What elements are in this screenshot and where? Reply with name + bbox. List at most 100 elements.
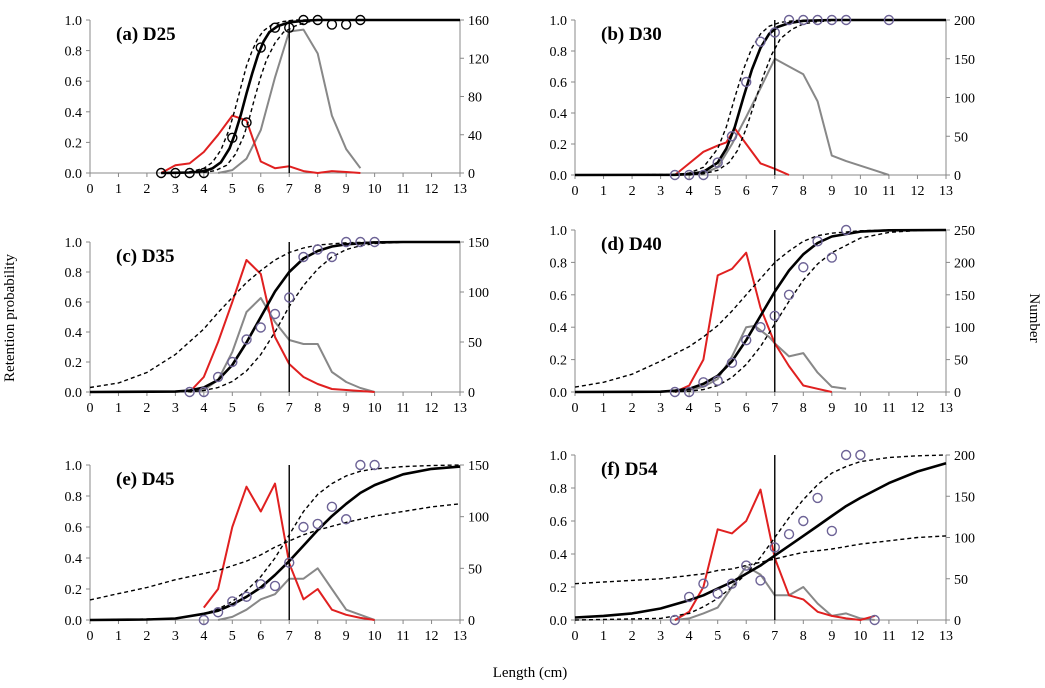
x-tick-label: 10	[368, 401, 382, 416]
y-tick-label-right: 0	[468, 614, 475, 629]
x-tick-label: 12	[910, 184, 924, 199]
x-tick-label: 11	[396, 182, 409, 197]
x-tick-label: 11	[882, 401, 895, 416]
y-tick-label-left: 1.0	[550, 224, 568, 239]
observed-point	[269, 580, 281, 592]
y-tick-label-left: 0.0	[65, 614, 83, 629]
observed-point	[883, 14, 895, 26]
x-tick-label: 9	[343, 629, 350, 644]
observed-point	[783, 529, 795, 540]
x-tick-label: 8	[314, 182, 321, 197]
gray-count-line	[189, 297, 375, 393]
observed-point	[355, 459, 366, 471]
ci-lower-line	[574, 19, 946, 176]
y-tick-label-right: 0	[468, 386, 475, 401]
x-tick-label: 11	[882, 184, 895, 199]
y-tick-label-right: 250	[954, 224, 975, 239]
y-tick-label-right: 80	[468, 91, 482, 106]
x-tick-label: 2	[629, 629, 636, 644]
x-tick-label: 10	[853, 629, 867, 644]
x-tick-label: 5	[714, 184, 721, 199]
x-tick-label: 12	[425, 182, 439, 197]
observed-point	[227, 132, 238, 144]
y-tick-label-left: 0.8	[65, 45, 83, 60]
x-tick-label: 6	[743, 184, 750, 199]
observed-point	[212, 607, 224, 618]
y-tick-label-left: 0.8	[550, 256, 568, 271]
panel-title: (e) D45	[116, 469, 175, 490]
x-tick-label: 3	[657, 401, 664, 416]
x-tick-label: 8	[800, 629, 807, 644]
observed-point	[340, 19, 352, 30]
x-tick-label: 0	[87, 182, 94, 197]
x-tick-label: 12	[425, 629, 439, 644]
observed-point	[312, 518, 323, 530]
y-tick-label-right: 100	[954, 321, 975, 336]
x-tick-label: 3	[172, 401, 179, 416]
y-tick-label-right: 150	[954, 53, 975, 68]
x-axis-label: Length (cm)	[493, 665, 568, 681]
x-tick-label: 11	[882, 629, 895, 644]
y-tick-label-left: 0.4	[550, 548, 568, 563]
x-tick-label: 3	[172, 629, 179, 644]
x-tick-label: 7	[771, 401, 778, 416]
y-tick-label-left: 0.6	[550, 76, 568, 91]
x-tick-label: 2	[629, 401, 636, 416]
y-tick-label-right: 150	[954, 289, 975, 304]
ci-upper-line	[89, 241, 460, 389]
observed-point	[255, 322, 266, 333]
y-tick-label-left: 0.2	[550, 354, 568, 369]
x-tick-label: 8	[800, 401, 807, 416]
x-tick-label: 8	[314, 629, 321, 644]
x-tick-label: 4	[200, 629, 207, 644]
y-tick-label-left: 0.4	[65, 552, 83, 567]
y-tick-label-left: 1.0	[65, 459, 83, 474]
observed-point	[340, 236, 352, 248]
x-tick-label: 4	[200, 182, 207, 197]
observed-point	[312, 14, 323, 26]
x-tick-label: 10	[368, 629, 382, 644]
panel-title: (c) D35	[116, 246, 175, 267]
y-tick-label-left: 0.8	[65, 266, 83, 281]
x-tick-label: 3	[172, 182, 179, 197]
observed-point	[669, 386, 681, 398]
observed-point	[284, 292, 295, 303]
observed-point	[741, 560, 752, 571]
observed-point	[241, 334, 252, 345]
observed-point	[155, 167, 167, 179]
observed-point	[284, 22, 295, 33]
observed-point	[769, 542, 780, 553]
y-tick-label-right: 150	[954, 490, 975, 505]
y-tick-label-right: 50	[468, 562, 482, 577]
x-tick-label: 5	[229, 182, 236, 197]
observed-point	[312, 244, 323, 255]
x-tick-label: 5	[714, 401, 721, 416]
x-tick-label: 13	[939, 184, 953, 199]
observed-point	[269, 22, 281, 33]
x-tick-label: 13	[939, 401, 953, 416]
observed-point	[198, 386, 210, 398]
y-tick-label-left: 0.6	[65, 521, 83, 536]
y-tick-label-right: 160	[468, 14, 489, 29]
x-tick-label: 9	[343, 401, 350, 416]
y-tick-label-right: 100	[954, 532, 975, 547]
ci-upper-line	[574, 454, 947, 621]
x-tick-label: 6	[743, 401, 750, 416]
y-tick-label-right: 100	[468, 511, 489, 526]
x-tick-label: 0	[572, 629, 579, 644]
observed-point	[812, 14, 823, 26]
observed-point	[855, 449, 866, 461]
x-tick-label: 12	[910, 401, 924, 416]
y-tick-label-right: 150	[468, 459, 489, 474]
x-tick-label: 9	[828, 401, 835, 416]
y-tick-label-right: 0	[954, 169, 961, 184]
x-tick-label: 13	[453, 182, 467, 197]
x-tick-label: 2	[143, 182, 150, 197]
x-tick-label: 2	[143, 401, 150, 416]
red-count-line	[674, 251, 833, 393]
y-tick-label-left: 0.6	[550, 515, 568, 530]
x-tick-label: 3	[657, 629, 664, 644]
